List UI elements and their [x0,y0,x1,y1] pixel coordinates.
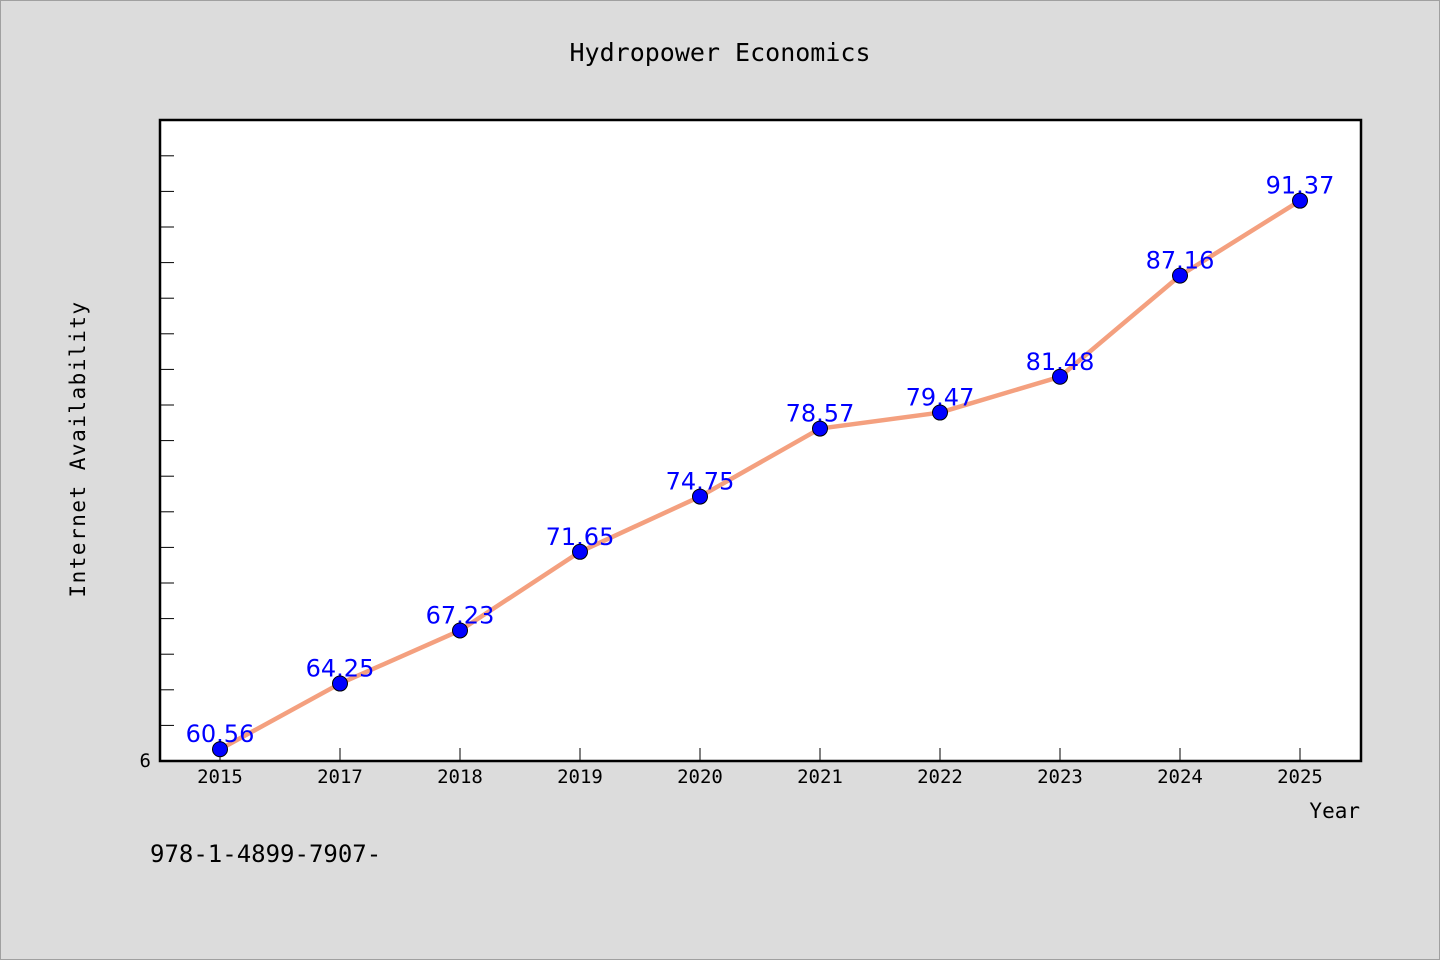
data-point-marker [1172,267,1188,284]
x-axis-label: Year [1309,799,1360,823]
x-tick-label: 2021 [797,766,843,788]
data-point-marker [572,543,588,560]
data-point-marker [452,622,468,639]
x-tick-label: 2023 [1037,766,1083,788]
plot-area [158,118,1363,763]
x-tick-label: 2022 [917,766,963,788]
y-axis-ticks [160,155,174,762]
x-tick-label: 2015 [197,766,243,788]
x-tick-label: 2024 [1157,766,1203,788]
marker-group [212,192,1308,758]
chart-title: Hydropower Economics [569,38,870,67]
y-axis-label: Internet Availability [66,300,90,597]
data-point-marker [1292,192,1308,209]
x-tick-label: 2025 [1277,766,1323,788]
y-tick-label: 6 [140,750,151,772]
x-tick-label: 2020 [677,766,723,788]
series-line [217,198,1303,752]
data-point-marker [1052,368,1068,385]
data-point-marker [692,488,708,505]
x-tick-label: 2017 [317,766,363,788]
data-point-marker [332,675,348,692]
x-tick-label: 2019 [557,766,603,788]
footer-code: 978-1-4899-7907- [150,840,381,868]
series-line-group [217,198,1303,752]
x-tick-label: 2018 [437,766,483,788]
data-point-marker [932,404,948,421]
data-label-group: 60.5664.2567.2371.6574.7578.5779.4781.48… [186,172,1335,749]
data-point-marker [812,420,828,437]
data-point-marker [212,741,228,758]
